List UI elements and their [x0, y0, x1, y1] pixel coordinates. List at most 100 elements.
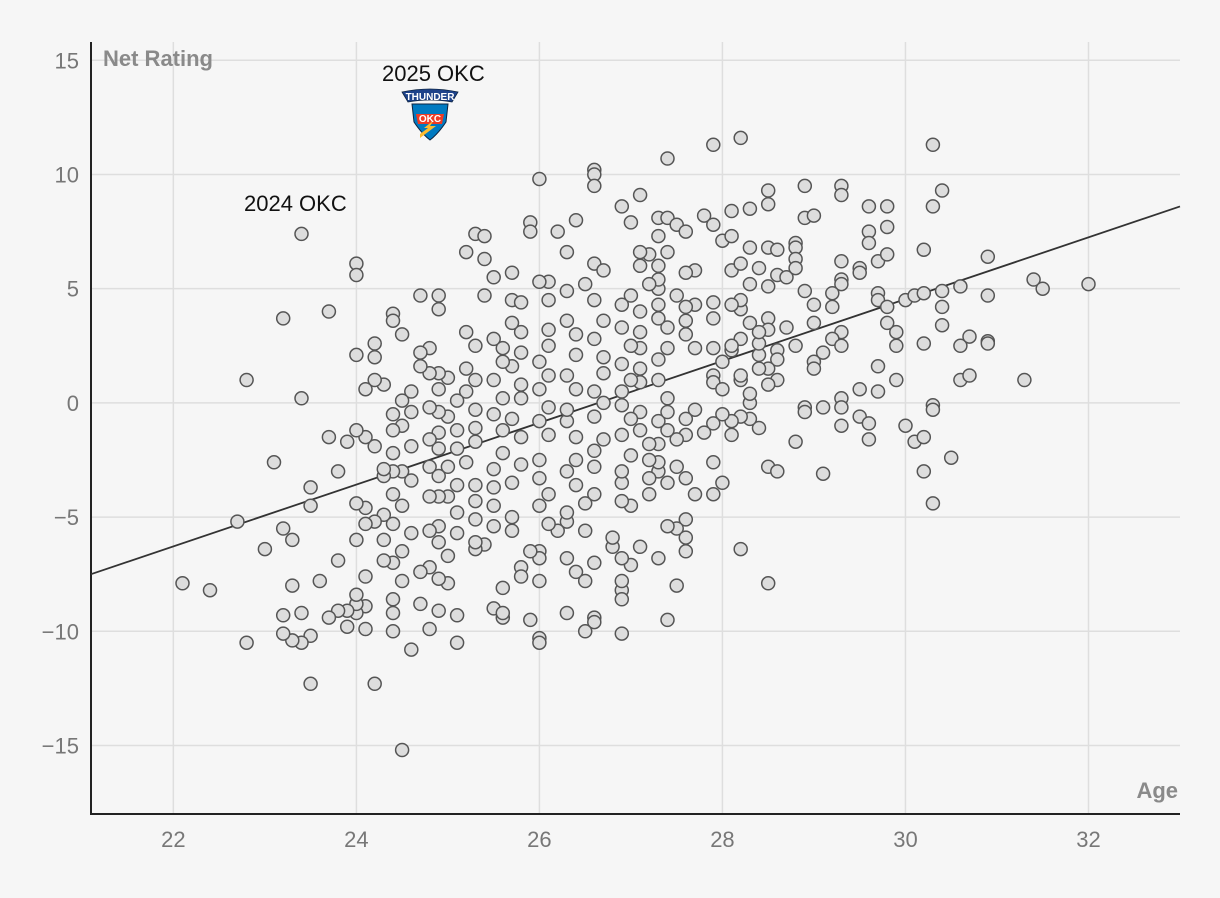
data-point [577, 496, 593, 511]
data-points [175, 130, 1096, 758]
data-point [486, 372, 501, 388]
data-point [449, 525, 465, 541]
data-point [577, 276, 593, 292]
data-point [623, 338, 639, 354]
data-point [385, 516, 401, 532]
data-point [678, 327, 694, 342]
data-point [404, 525, 419, 541]
data-point [678, 224, 694, 239]
data-point [559, 368, 575, 383]
data-point [385, 605, 401, 621]
data-point [532, 381, 547, 397]
y-axis-title: Net Rating [103, 46, 213, 71]
data-point [678, 544, 694, 559]
data-point [385, 423, 401, 438]
data-point [394, 327, 410, 342]
data-point [541, 292, 556, 308]
data-point [349, 347, 364, 363]
y-tick-label: 5 [67, 277, 79, 302]
x-tick-label: 28 [710, 827, 734, 852]
data-point [852, 265, 867, 280]
data-point [724, 338, 739, 354]
data-point [577, 624, 593, 639]
data-point [587, 555, 602, 571]
data-point [614, 356, 630, 372]
data-point [504, 475, 520, 491]
data-point [623, 448, 639, 463]
axes [90, 42, 1180, 815]
data-point [532, 635, 547, 650]
data-point [751, 420, 767, 436]
data-point [385, 624, 401, 639]
data-point [266, 455, 282, 470]
data-point [770, 242, 785, 258]
data-point [568, 452, 584, 468]
x-tick-label: 26 [527, 827, 551, 852]
data-point [962, 329, 977, 344]
x-tick-label: 32 [1076, 827, 1100, 852]
data-point [751, 361, 767, 376]
data-point [321, 304, 337, 319]
data-point [431, 301, 446, 317]
data-point [504, 265, 520, 280]
data-point [468, 534, 483, 550]
annotation-2025-okc: 2025 OKC [382, 61, 485, 86]
data-point [632, 324, 648, 340]
data-point [376, 532, 392, 548]
data-point [724, 427, 739, 443]
data-point [568, 212, 584, 228]
data-point [724, 297, 739, 312]
y-tick-label: 10 [55, 162, 79, 187]
data-point [916, 464, 932, 479]
data-point [275, 626, 291, 641]
data-point [394, 742, 410, 758]
data-point [468, 434, 483, 449]
data-point [358, 381, 373, 397]
data-point [367, 349, 382, 365]
data-point [559, 550, 575, 566]
data-point [431, 468, 446, 484]
data-point [477, 251, 492, 267]
data-point [358, 516, 373, 532]
data-point [651, 311, 666, 326]
data-point [449, 423, 465, 438]
data-point [834, 338, 849, 354]
data-point [559, 313, 575, 328]
data-point [715, 407, 730, 422]
x-tick-label: 30 [893, 827, 917, 852]
data-point [806, 361, 822, 376]
data-point [275, 311, 291, 326]
data-point [742, 276, 758, 292]
data-point [632, 361, 648, 376]
data-point [724, 228, 739, 244]
data-point [706, 340, 721, 356]
data-point [916, 242, 932, 258]
data-point [587, 178, 602, 194]
y-tick-label: 15 [55, 48, 79, 73]
data-point [349, 267, 364, 283]
data-point [513, 429, 529, 445]
data-point [458, 324, 474, 340]
data-point [614, 493, 630, 509]
data-point [468, 477, 483, 493]
data-point [568, 564, 584, 580]
data-point [641, 452, 657, 468]
data-point [339, 619, 355, 634]
data-point [385, 445, 401, 461]
data-point [953, 338, 968, 354]
data-point [678, 512, 694, 527]
data-point [614, 464, 630, 479]
data-point [568, 477, 584, 493]
data-point [861, 235, 877, 251]
data-point [706, 311, 721, 326]
data-point [413, 359, 428, 374]
data-point [532, 274, 547, 290]
data-point [312, 573, 328, 589]
data-point [660, 612, 675, 628]
data-point [641, 470, 657, 486]
data-point [760, 183, 776, 198]
data-point [696, 425, 712, 440]
data-point [495, 423, 511, 438]
data-point [349, 587, 364, 602]
